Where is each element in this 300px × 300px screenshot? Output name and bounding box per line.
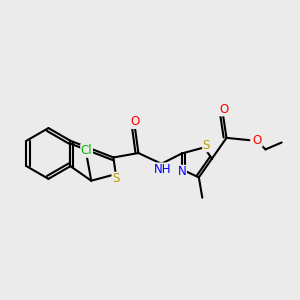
Text: O: O <box>130 116 140 128</box>
Text: S: S <box>203 139 210 152</box>
Text: NH: NH <box>154 163 171 176</box>
Text: S: S <box>112 172 119 185</box>
Text: O: O <box>253 134 262 147</box>
Text: Cl: Cl <box>81 144 92 157</box>
Text: N: N <box>178 165 186 178</box>
Text: O: O <box>220 103 229 116</box>
